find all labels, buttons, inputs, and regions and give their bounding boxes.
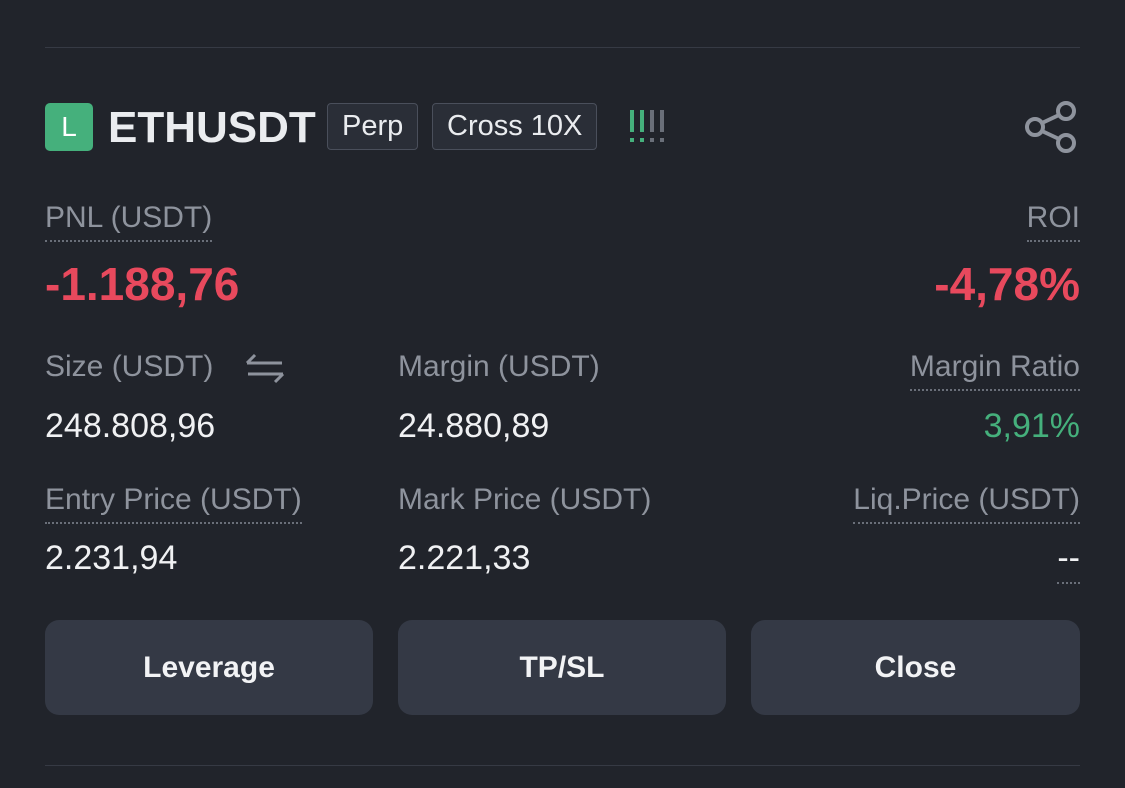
field-label: Mark Price (USDT) [398,483,652,516]
close-button[interactable]: Close [751,620,1080,715]
field-value: 2.231,94 [45,539,178,577]
swap-icon[interactable] [244,352,286,384]
field-value: 248.808,96 [45,407,216,445]
tag: Perp [327,103,419,150]
symbol: ETHUSDT [108,103,316,152]
field-value: -- [1057,536,1080,584]
field-label: Liq.Price (USDT) [853,480,1080,524]
field-label: Margin Ratio [909,347,1080,391]
roi-label: ROI [1026,198,1080,242]
side-badge: L [45,103,93,151]
tpsl-button[interactable]: TP/SL [398,620,726,715]
divider [45,47,1080,48]
leverage-button[interactable]: Leverage [45,620,373,715]
signal-icon [630,110,664,144]
field-value: 24.880,89 [398,407,550,445]
pnl-label: PNL (USDT) [45,198,213,242]
roi-value: -4,78% [934,258,1080,310]
field-value: 3,91% [983,407,1080,445]
tag: Cross 10X [432,103,598,150]
divider [45,765,1080,766]
field-label: Size (USDT) [45,350,214,383]
share-button[interactable] [1022,100,1078,154]
field-value: 2.221,33 [398,539,531,577]
field-label: Entry Price (USDT) [45,480,302,524]
pnl-value: -1.188,76 [45,258,240,310]
field-label: Margin (USDT) [398,350,600,383]
